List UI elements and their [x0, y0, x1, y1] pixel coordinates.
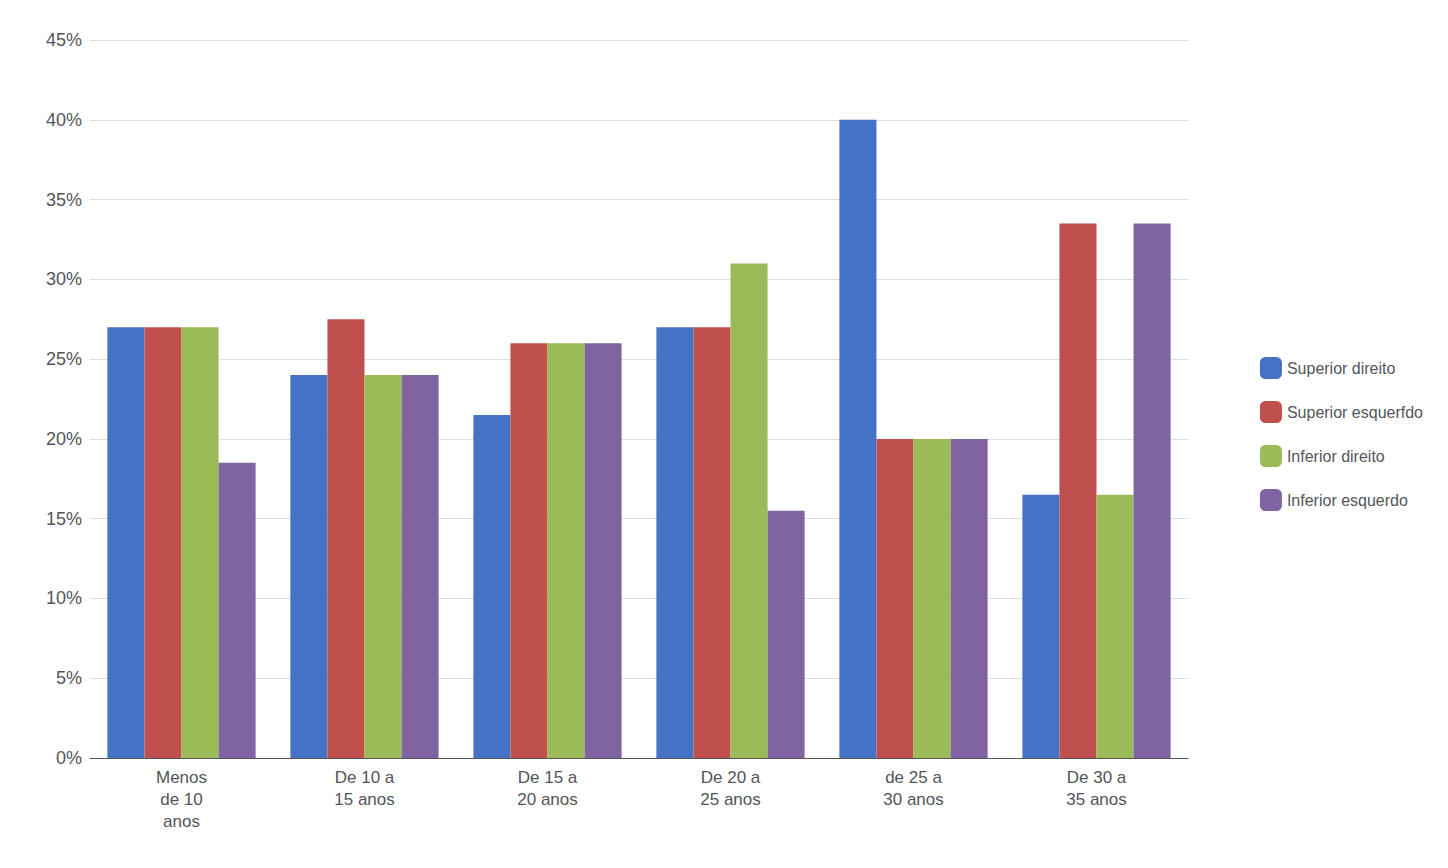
svg-text:De 15 a: De 15 a [518, 768, 578, 787]
svg-text:Superior direito: Superior direito [1287, 360, 1396, 377]
svg-text:Superior esquerfdo: Superior esquerfdo [1287, 404, 1423, 421]
svg-text:15%: 15% [46, 509, 82, 529]
svg-text:30%: 30% [46, 269, 82, 289]
svg-text:0%: 0% [56, 748, 82, 768]
svg-text:De 10 a: De 10 a [335, 768, 395, 787]
svg-text:15 anos: 15 anos [334, 790, 395, 809]
svg-text:40%: 40% [46, 110, 82, 130]
svg-text:20 anos: 20 anos [517, 790, 578, 809]
svg-text:20%: 20% [46, 429, 82, 449]
svg-text:De 20 a: De 20 a [701, 768, 761, 787]
svg-text:anos: anos [163, 812, 200, 831]
svg-text:35%: 35% [46, 190, 82, 210]
svg-text:35 anos: 35 anos [1066, 790, 1127, 809]
svg-text:De 30 a: De 30 a [1067, 768, 1127, 787]
svg-text:25%: 25% [46, 349, 82, 369]
svg-text:45%: 45% [46, 30, 82, 50]
svg-text:Inferior esquerdo: Inferior esquerdo [1287, 492, 1408, 509]
svg-text:de 10: de 10 [160, 790, 203, 809]
svg-text:Menos: Menos [156, 768, 207, 787]
svg-text:25 anos: 25 anos [700, 790, 761, 809]
svg-text:Inferior direito: Inferior direito [1287, 448, 1385, 465]
svg-text:5%: 5% [56, 668, 82, 688]
svg-text:10%: 10% [46, 588, 82, 608]
svg-text:de 25 a: de 25 a [885, 768, 942, 787]
svg-text:30 anos: 30 anos [883, 790, 944, 809]
